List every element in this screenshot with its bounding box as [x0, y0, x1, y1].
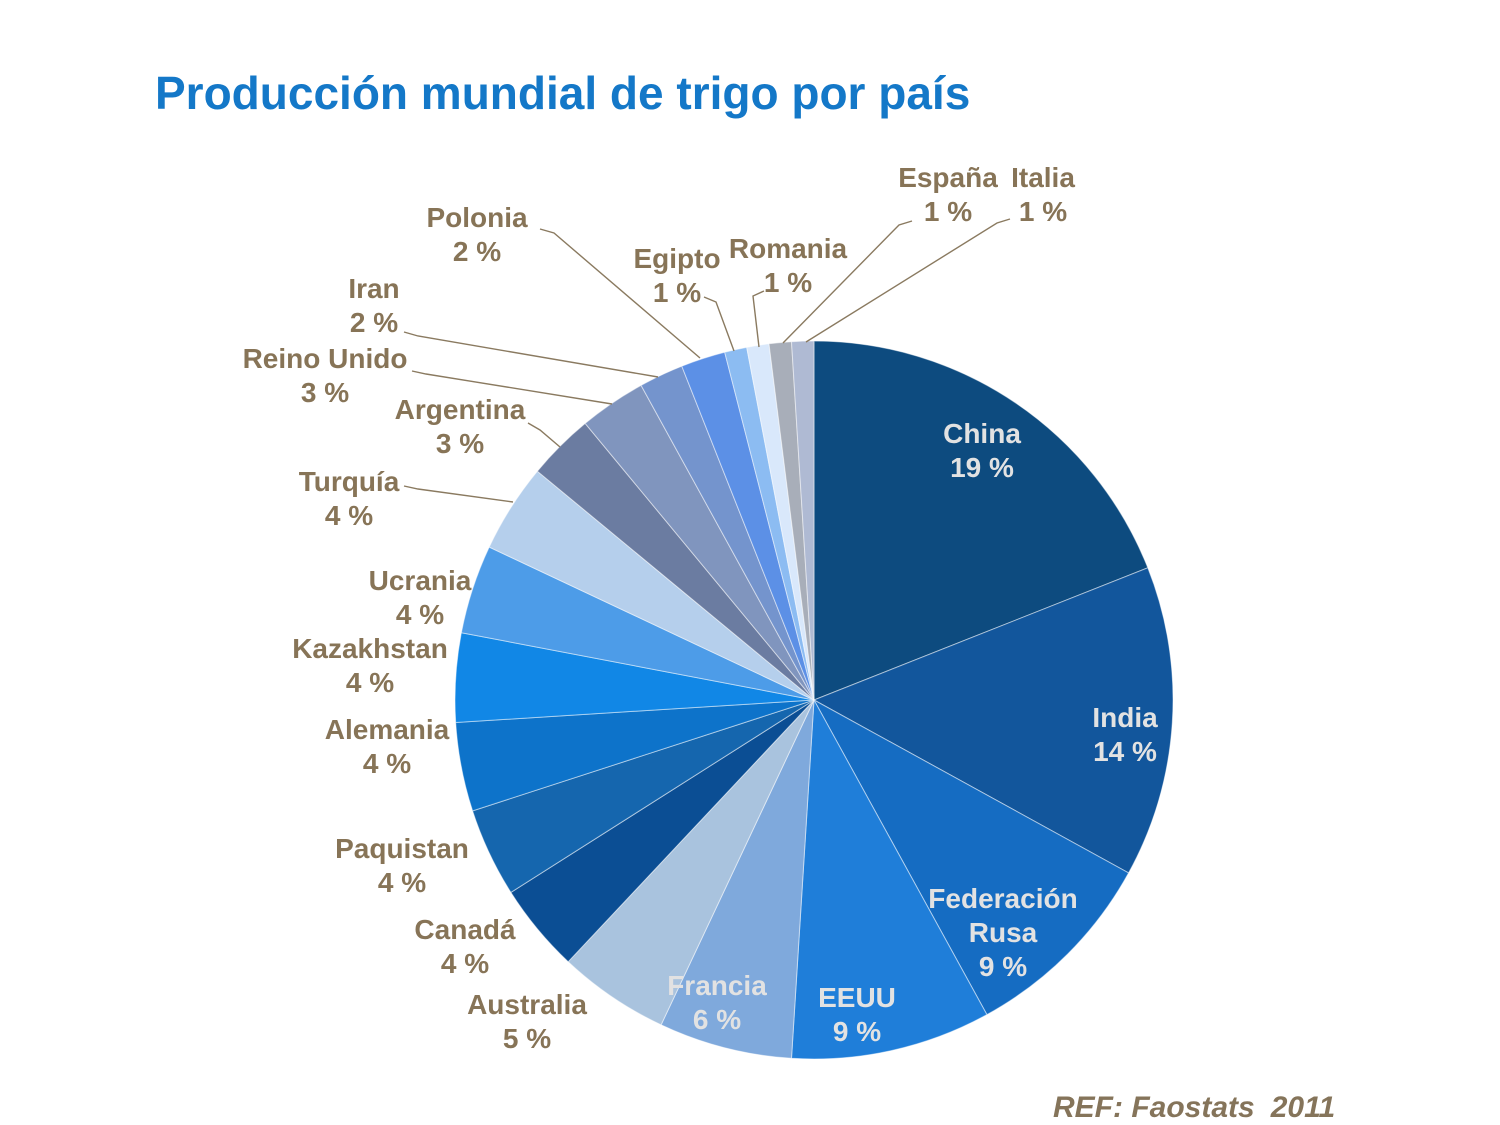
pie-slice-federacion-rusa	[812, 698, 1130, 1016]
slice-label-iran: Iran 2 %	[348, 273, 399, 338]
slice-label-turquia: Turquía 4 %	[299, 466, 400, 531]
slice-label-india: India 14 %	[1092, 702, 1158, 767]
pie-slice-italia	[790, 340, 815, 701]
slice-label-reino-unido: Reino Unido 3 %	[243, 343, 408, 408]
slice-label-australia: Australia 5 %	[467, 989, 587, 1054]
slice-label-romania: Romania 1 %	[729, 233, 848, 298]
slice-label-china: China 19 %	[943, 418, 1021, 483]
slice-label-eeuu: EEUU 9 %	[818, 982, 896, 1047]
slice-label-espana: España 1 %	[898, 162, 998, 227]
slice-label-polonia: Polonia 2 %	[426, 202, 528, 267]
leader-line-espana	[782, 220, 913, 344]
leader-line-egipto	[703, 296, 735, 352]
leader-line-turquia	[403, 485, 514, 503]
slice-label-federacion-rusa: Federación Rusa 9 %	[928, 883, 1077, 982]
pie-slice-china	[813, 340, 1149, 701]
slice-label-kazakhstan: Kazakhstan 4 %	[292, 633, 448, 698]
leader-line-italia	[805, 218, 1011, 343]
leader-line-reino-unido	[411, 370, 613, 405]
slice-label-italia: Italia 1 %	[1011, 162, 1075, 227]
source-year: 2011	[1270, 1091, 1336, 1124]
slice-label-alemania: Alemania 4 %	[325, 714, 450, 779]
leader-line-polonia	[539, 228, 701, 359]
pie-slice-india	[812, 567, 1174, 874]
slice-label-argentina: Argentina 3 %	[395, 394, 526, 459]
leader-line-romania	[752, 290, 765, 348]
leader-line-argentina	[527, 422, 561, 448]
source-note: REF: Faostats 2011	[1053, 1091, 1335, 1125]
pie-slice-eeuu	[790, 698, 988, 1060]
slice-label-paquistan: Paquistan 4 %	[335, 833, 469, 898]
slice-label-francia: Francia 6 %	[667, 970, 767, 1035]
source-label: REF: Faostats	[1053, 1091, 1255, 1124]
slice-label-egipto: Egipto 1 %	[633, 243, 720, 308]
leader-line-iran	[403, 331, 659, 378]
slice-label-ucrania: Ucrania 4 %	[369, 565, 472, 630]
slice-label-canada: Canadá 4 %	[414, 914, 516, 979]
pie-slice-francia	[660, 699, 815, 1059]
chart-title: Producción mundial de trigo por país	[155, 67, 971, 119]
